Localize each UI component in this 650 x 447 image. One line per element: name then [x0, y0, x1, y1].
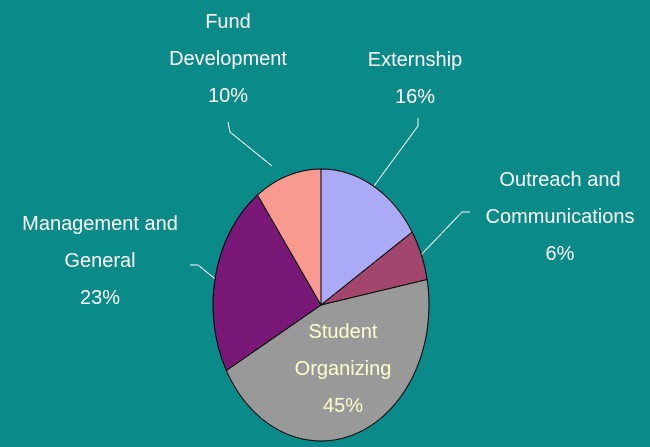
- category-label: Fund Development: [169, 11, 287, 70]
- leader-lines: [190, 118, 470, 283]
- slice-label: Externship 16%: [340, 42, 490, 116]
- leader-line: [227, 121, 273, 167]
- pie-slice: [212, 194, 322, 372]
- category-label: Student Organizing: [294, 321, 392, 380]
- leader-line: [420, 211, 470, 256]
- category-label: Externship: [367, 49, 463, 71]
- value-label: 6%: [545, 243, 575, 265]
- slice-label: Outreach and Communications 6%: [470, 162, 650, 273]
- leader-line: [373, 118, 419, 187]
- pie-slice: [256, 168, 322, 307]
- slice-label: Fund Development 10%: [158, 4, 298, 115]
- pie-slice: [225, 278, 430, 442]
- value-label: 10%: [207, 85, 249, 107]
- value-label: 23%: [79, 287, 121, 309]
- leader-line: [190, 264, 220, 283]
- category-label: Management and General: [22, 213, 178, 272]
- value-label: 16%: [394, 86, 436, 108]
- pie-slice: [320, 168, 413, 307]
- value-label: 45%: [322, 395, 364, 417]
- category-label: Outreach and Communications: [485, 169, 635, 228]
- slice-label: Student Organizing 45%: [288, 314, 398, 425]
- slice-label: Management and General 23%: [10, 206, 190, 317]
